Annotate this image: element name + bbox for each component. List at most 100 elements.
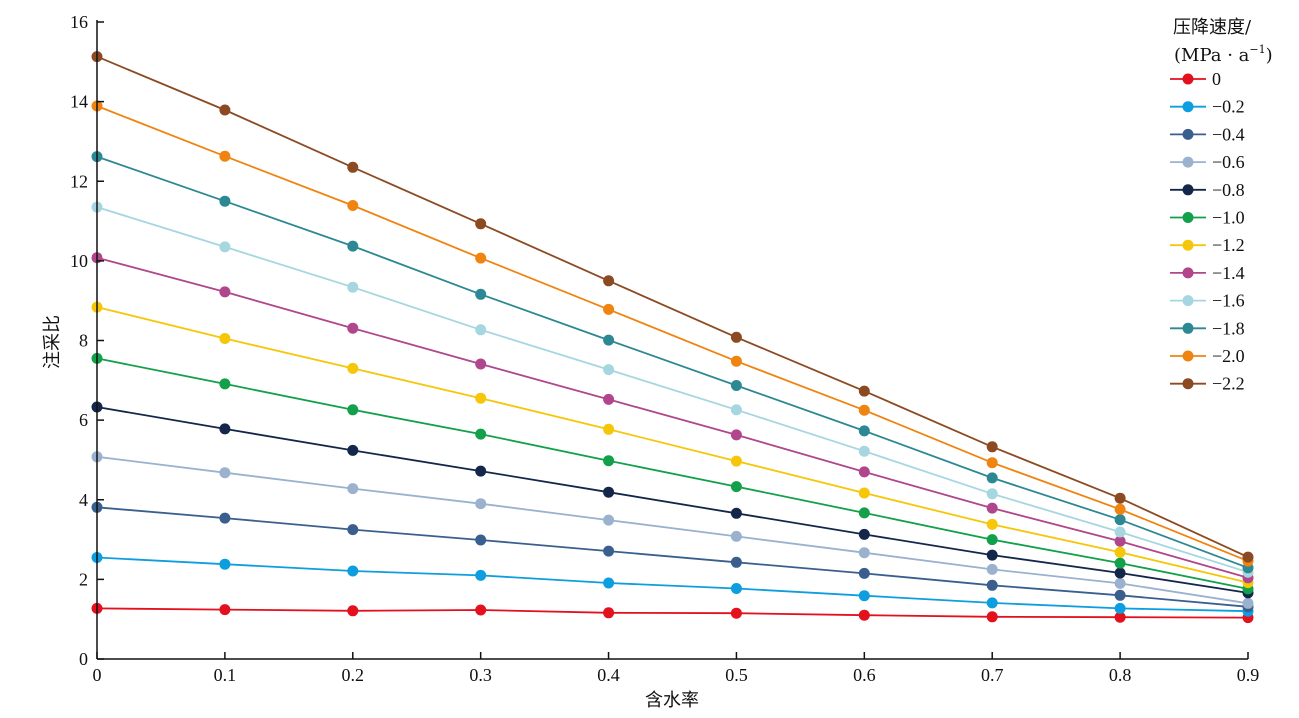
legend-swatch-marker <box>1182 322 1194 334</box>
series-line <box>96 556 1249 613</box>
legend-title-unit: (MPa · a <box>1174 45 1250 66</box>
data-point <box>219 604 231 616</box>
legend-label: −2.2 <box>1212 374 1245 394</box>
legend-item: −0.4 <box>1170 124 1245 144</box>
data-point <box>858 385 870 397</box>
data-point <box>475 358 487 370</box>
legend-swatch-marker <box>1182 212 1194 223</box>
data-point <box>219 195 231 207</box>
data-point <box>730 530 742 542</box>
legend-item: −0.2 <box>1170 97 1245 117</box>
legend-title-close: ) <box>1266 45 1273 66</box>
data-point <box>603 334 615 346</box>
data-point <box>347 200 359 211</box>
data-point <box>475 498 487 510</box>
data-point <box>603 393 615 405</box>
data-point <box>858 590 870 602</box>
legend-item: −1.0 <box>1170 208 1245 228</box>
x-tick-label: 0.4 <box>597 665 620 685</box>
series-line <box>96 55 1249 558</box>
data-point <box>219 467 231 479</box>
data-point <box>986 563 998 575</box>
legend-item: −1.8 <box>1170 318 1245 338</box>
series-2 <box>91 501 1254 613</box>
data-point <box>730 455 742 467</box>
y-ticks: 0 2 4 6 8 10 12 14 16 <box>70 12 104 669</box>
data-point <box>730 331 742 343</box>
legend-item: −1.4 <box>1170 263 1245 283</box>
data-point <box>475 252 487 264</box>
y-tick-label: 2 <box>79 569 88 589</box>
legend-swatch-marker <box>1182 378 1194 390</box>
legend-item: 0 <box>1170 69 1221 89</box>
data-point <box>1114 514 1126 526</box>
data-point <box>858 528 870 540</box>
series-group <box>91 51 1254 624</box>
data-point <box>1114 602 1126 614</box>
x-tick-label: 0.7 <box>981 665 1004 685</box>
data-point <box>219 286 231 298</box>
data-point <box>603 607 615 619</box>
y-tick-label: 12 <box>70 171 88 191</box>
data-point <box>986 549 998 561</box>
data-point <box>603 486 615 498</box>
data-point <box>219 512 231 524</box>
data-point <box>347 483 359 495</box>
series-6 <box>91 301 1254 589</box>
x-axis-title: 含水率 <box>645 690 699 711</box>
legend-title-line2: (MPa · a−1) <box>1174 43 1273 66</box>
legend-item: −0.6 <box>1170 152 1245 172</box>
x-tick-label: 0.3 <box>469 665 492 685</box>
data-point <box>475 392 487 404</box>
legend-label: −0.8 <box>1212 180 1245 200</box>
x-tick-label: 0.5 <box>725 665 748 685</box>
legend-label: 0 <box>1212 69 1221 89</box>
data-point <box>858 609 870 621</box>
data-point <box>986 488 998 500</box>
data-point <box>347 161 359 173</box>
data-point <box>858 547 870 559</box>
y-tick-label: 14 <box>70 92 88 112</box>
series-3 <box>91 451 1254 609</box>
legend-label: −1.6 <box>1212 291 1245 311</box>
data-point <box>475 604 487 616</box>
legend-title-exponent: −1 <box>1249 43 1265 56</box>
data-point <box>603 577 615 589</box>
y-tick-label: 6 <box>79 410 88 430</box>
series-11 <box>91 51 1254 563</box>
data-point <box>1114 567 1126 579</box>
data-point <box>986 441 998 453</box>
data-point <box>475 534 487 546</box>
series-line <box>96 406 1249 594</box>
y-tick-label: 16 <box>70 12 88 32</box>
data-point <box>347 605 359 617</box>
x-tick-label: 0 <box>93 665 102 685</box>
data-point <box>986 472 998 484</box>
legend-swatch-marker <box>1182 156 1194 168</box>
data-point <box>475 218 487 230</box>
data-point <box>475 288 487 300</box>
legend-item: −2.2 <box>1170 374 1245 394</box>
series-0 <box>91 602 1254 624</box>
y-tick-label: 10 <box>70 251 88 271</box>
data-point <box>1114 546 1126 558</box>
data-point <box>1114 526 1126 538</box>
data-point <box>1114 611 1126 623</box>
legend-label: −1.2 <box>1212 235 1245 255</box>
series-10 <box>91 100 1254 567</box>
x-tick-label: 0.2 <box>342 665 365 685</box>
legend-label: −1.4 <box>1212 263 1245 283</box>
data-point <box>858 445 870 457</box>
data-point <box>603 514 615 526</box>
legend-title-line1: 压降速度/ <box>1173 17 1252 38</box>
data-point <box>1242 597 1254 609</box>
legend-swatch-marker <box>1182 101 1194 113</box>
data-point <box>603 364 615 376</box>
data-point <box>219 378 231 390</box>
data-point <box>986 597 998 609</box>
series-5 <box>91 352 1254 595</box>
x-ticks: 0 0.1 0.2 0.3 0.4 0.5 0.6 0.7 0.8 0.9 <box>93 652 1259 685</box>
series-line <box>96 206 1249 574</box>
data-point <box>730 607 742 619</box>
y-tick-label: 4 <box>79 490 88 510</box>
